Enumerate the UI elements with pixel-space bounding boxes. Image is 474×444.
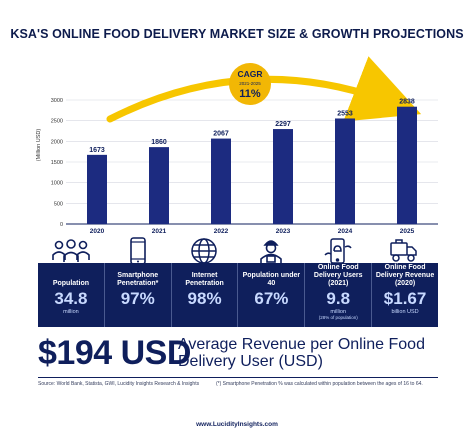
x-tick-label: 2025 (400, 228, 415, 235)
stats-panel: Population 34.8 million Smartphone Penet… (38, 263, 438, 327)
bars: 1673 2020 1860 2021 2067 2022 2297 2023 2553 2024… (87, 99, 417, 235)
stat-sub: (28% of population) (318, 315, 358, 320)
stat-population-under-40: Population under 40 67% (238, 263, 306, 327)
bar-2023 (273, 129, 293, 224)
bar-2020 (87, 154, 107, 224)
x-tick-label: 2021 (152, 228, 167, 235)
stat-label: Smartphone Penetration* (117, 272, 159, 287)
stat-value: 34.8 (54, 289, 88, 308)
bar-value-label: 2838 (399, 99, 415, 106)
bar-value-label: 2553 (337, 110, 353, 117)
bar-value-label: 2067 (213, 131, 229, 138)
stat-value: 97% (120, 289, 155, 308)
source-note: Source: World Bank, Statista, GWI, Lucid… (38, 381, 200, 387)
bar-value-label: 1673 (89, 147, 105, 154)
stat-value: 67% (254, 289, 289, 308)
stat-value: $1.67 (383, 289, 427, 308)
x-tick-label: 2023 (276, 228, 291, 235)
stat-delivery-users: Online Food Delivery Users (2021) 9.8 mi… (305, 263, 373, 327)
y-tick-label: 1500 (51, 160, 63, 166)
divider (38, 377, 438, 378)
cagr-value: 11% (239, 88, 261, 100)
y-tick-label: 0 (60, 222, 63, 228)
stat-label: Internet Penetration (185, 272, 224, 287)
bar-2021 (149, 147, 169, 224)
bar-value-label: 2297 (275, 121, 291, 128)
cagr-label: CAGR (237, 69, 262, 79)
stat-label: Population under 40 (242, 272, 301, 287)
y-tick-label: 3000 (51, 98, 63, 104)
gridlines (66, 99, 438, 225)
stat-value: 9.8 (326, 289, 351, 308)
stat-internet-penetration: Internet Penetration 98% (172, 263, 239, 327)
food-delivery-icon (371, 236, 438, 266)
stat-smartphone-penetration: Smartphone Penetration* 97% (105, 263, 172, 327)
y-axis-label: (Million USD) (36, 129, 42, 162)
y-axis: 0 500 1000 1500 2000 2500 3000 (51, 98, 438, 228)
cagr-badge: CAGR 2021-2025 11% (229, 63, 271, 105)
stat-unit: billion USD (391, 309, 419, 315)
y-tick-label: 1000 (51, 181, 63, 187)
chart-title: KSA'S ONLINE FOOD DELIVERY MARKET SIZE &… (10, 27, 464, 41)
y-tick-label: 2500 (51, 119, 63, 125)
bar-2024 (335, 118, 355, 224)
smartphone-icon (105, 236, 172, 266)
y-tick-label: 500 (54, 201, 63, 207)
x-tick-label: 2022 (214, 228, 229, 235)
average-revenue-value: $194 USD (38, 334, 191, 372)
x-tick-label: 2020 (90, 228, 105, 235)
person-icon (238, 236, 305, 266)
stat-label: Online Food Delivery Users (2021) (313, 264, 363, 287)
average-revenue-label: Average Revenue per Online Food Delivery… (178, 336, 425, 370)
phone-food-order-icon (304, 236, 371, 266)
website-link[interactable]: www.LucidityInsights.com (196, 421, 278, 428)
stat-label: Population (52, 280, 89, 287)
cagr-period: 2021-2025 (239, 81, 261, 86)
smartphone-footnote: (*) Smartphone Penetration % was calcula… (216, 381, 423, 387)
globe-icon (171, 236, 238, 266)
bar-value-label: 1860 (151, 139, 167, 146)
bar-2025 (397, 106, 417, 224)
x-tick-label: 2024 (338, 228, 353, 235)
bar-2022 (211, 138, 231, 224)
stat-population: Population 34.8 million (38, 263, 105, 327)
stat-unit: million (63, 309, 79, 315)
stat-icons-row (38, 236, 438, 266)
stat-unit: million (330, 309, 347, 315)
bar-chart: 0 500 1000 1500 2000 2500 3000 (Million USD) C… (36, 56, 438, 235)
stat-value: 98% (187, 289, 222, 308)
stat-delivery-revenue: Online Food Delivery Revenue (2020) $1.6… (372, 263, 438, 327)
people-group-icon (38, 236, 105, 266)
y-tick-label: 2000 (51, 139, 63, 145)
stat-label: Online Food Delivery Revenue (2020) (375, 264, 435, 287)
